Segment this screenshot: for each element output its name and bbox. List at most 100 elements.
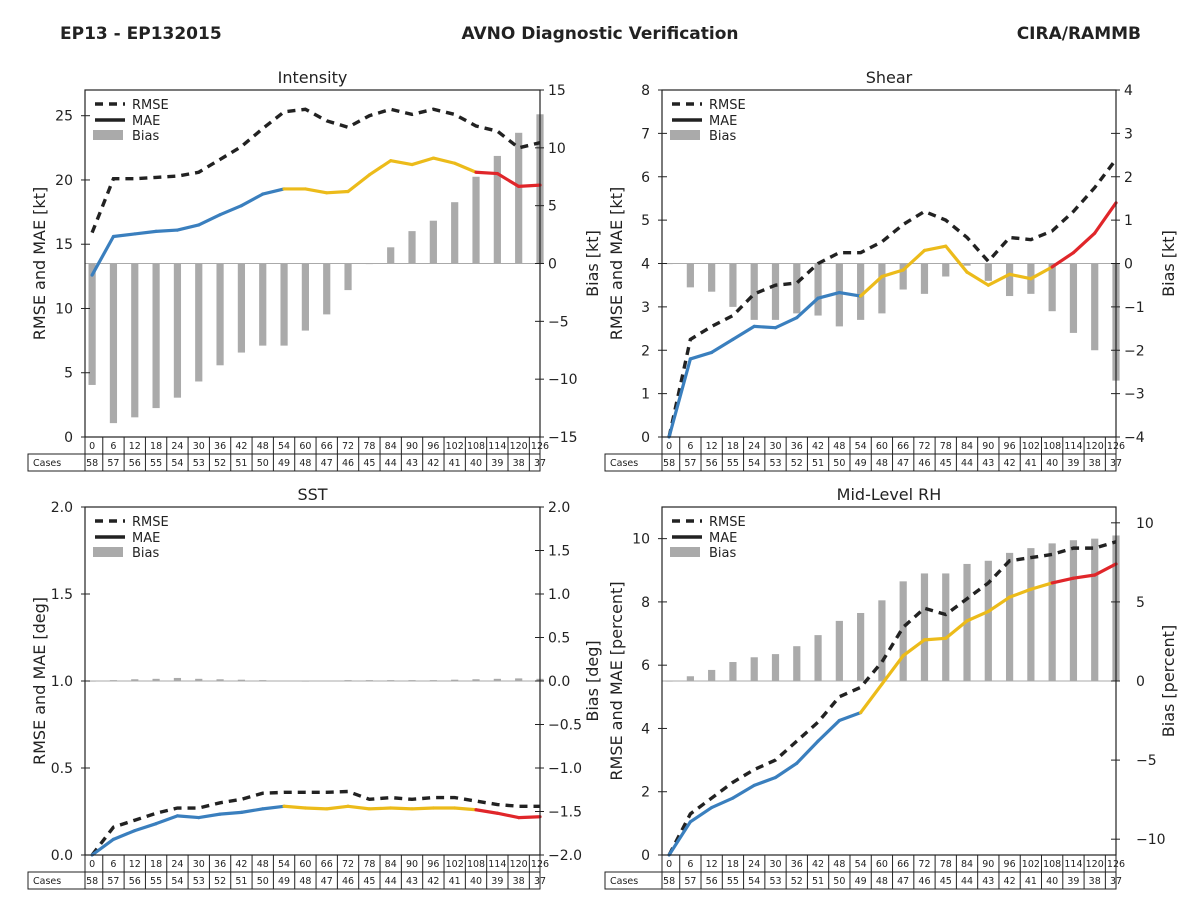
forecast-hour-label: 6 xyxy=(687,859,693,870)
bias-bar xyxy=(963,263,971,266)
y-tick-label: 4 xyxy=(641,721,650,737)
case-count: 41 xyxy=(449,876,461,887)
forecast-hour-label: 90 xyxy=(982,859,994,870)
mae-segment xyxy=(474,808,499,815)
bias-bar xyxy=(750,263,758,320)
bias-bar xyxy=(216,679,224,681)
forecast-hour-label: 66 xyxy=(897,441,909,452)
forecast-hour-label: 108 xyxy=(1043,441,1061,452)
mae-segment xyxy=(133,229,158,236)
mae-segment xyxy=(517,815,542,820)
bias-bar xyxy=(131,263,139,418)
forecast-hour-label: 72 xyxy=(342,441,354,452)
case-count: 42 xyxy=(1004,458,1016,469)
mae-segment xyxy=(816,290,841,300)
bias-bar xyxy=(195,263,203,382)
forecast-hour-label: 0 xyxy=(89,441,95,452)
forecast-hour-label: 120 xyxy=(1086,441,1104,452)
case-count: 57 xyxy=(107,458,119,469)
bias-bar xyxy=(1048,543,1056,681)
mae-segment xyxy=(710,796,735,810)
case-count: 41 xyxy=(1025,458,1037,469)
bias-bar xyxy=(1069,263,1078,333)
y-tick-label: 8 xyxy=(641,83,650,99)
bias-bar xyxy=(1091,263,1099,351)
y-tick-label: 0 xyxy=(641,430,650,446)
case-count: 49 xyxy=(278,458,290,469)
mae-segment xyxy=(986,595,1012,614)
forecast-hour-label: 72 xyxy=(342,859,354,870)
case-count: 51 xyxy=(235,876,247,887)
case-count: 51 xyxy=(235,458,247,469)
chart-title: Intensity xyxy=(278,68,348,87)
case-count: 41 xyxy=(1025,876,1037,887)
mae-segment xyxy=(1050,251,1076,269)
y-tick-label: 7 xyxy=(641,126,650,142)
y-tick-label: 20 xyxy=(55,173,73,189)
forecast-hour-label: 18 xyxy=(727,859,739,870)
bias-bar xyxy=(109,680,118,681)
case-count: 54 xyxy=(748,876,760,887)
forecast-hour-label: 42 xyxy=(812,859,824,870)
case-count: 38 xyxy=(1089,458,1101,469)
forecast-hour-label: 48 xyxy=(833,859,845,870)
case-count: 39 xyxy=(491,876,503,887)
y2-tick-label: −4 xyxy=(1124,430,1145,446)
forecast-hour-label: 78 xyxy=(363,441,375,452)
bias-bar xyxy=(344,680,352,681)
mae-segment xyxy=(261,804,286,811)
mae-segment xyxy=(261,187,286,196)
y2-tick-label: 10 xyxy=(548,141,566,157)
case-count: 46 xyxy=(918,876,930,887)
y-tick-label: 5 xyxy=(64,366,73,382)
case-count: 38 xyxy=(513,876,525,887)
bias-bar xyxy=(237,263,246,353)
y2-tick-label: −3 xyxy=(1124,387,1145,403)
case-count: 50 xyxy=(833,876,845,887)
bias-bar xyxy=(835,620,843,681)
bias-bar xyxy=(1005,552,1014,681)
mae-segment xyxy=(239,192,265,208)
bias-bar xyxy=(216,263,224,366)
case-count: 49 xyxy=(278,876,290,887)
case-count: 44 xyxy=(961,876,973,887)
bias-bar xyxy=(451,202,459,264)
y2-tick-label: 1 xyxy=(1124,213,1133,229)
bias-bar xyxy=(814,263,822,316)
case-count: 46 xyxy=(342,458,354,469)
case-count: 55 xyxy=(150,876,162,887)
case-count: 55 xyxy=(727,876,739,887)
forecast-hour-label: 36 xyxy=(791,441,803,452)
bias-bar xyxy=(729,662,737,681)
cases-label: Cases xyxy=(33,458,61,469)
forecast-hour-label: 12 xyxy=(706,859,718,870)
mae-segment xyxy=(389,806,414,811)
mae-segment xyxy=(795,296,820,320)
y2-tick-label: 3 xyxy=(1124,126,1133,142)
mae-segment xyxy=(218,810,244,816)
y2-axis-label: Bias [kt] xyxy=(583,230,602,297)
case-count: 54 xyxy=(748,458,760,469)
bias-bar xyxy=(942,573,950,681)
forecast-hour-label: 78 xyxy=(940,859,952,870)
case-count: 38 xyxy=(1089,876,1101,887)
y2-tick-label: −5 xyxy=(548,314,569,330)
bias-bar xyxy=(686,676,694,681)
y-tick-label: 0.5 xyxy=(51,761,73,777)
bias-bar xyxy=(173,677,182,681)
forecast-hour-label: 126 xyxy=(531,859,549,870)
forecast-hour-label: 66 xyxy=(321,859,333,870)
bias-bar xyxy=(152,678,160,681)
case-count: 47 xyxy=(897,876,909,887)
mae-segment xyxy=(859,274,884,298)
forecast-hour-label: 24 xyxy=(171,441,183,452)
forecast-hour-label: 84 xyxy=(961,441,973,452)
y-tick-label: 25 xyxy=(55,109,73,125)
bias-bar xyxy=(88,681,96,682)
case-count: 43 xyxy=(982,876,994,887)
y-tick-label: 5 xyxy=(641,213,650,229)
forecast-hour-label: 90 xyxy=(406,441,418,452)
bias-bar xyxy=(387,247,395,264)
legend-rmse-label: RMSE xyxy=(132,515,169,530)
bias-bar xyxy=(857,263,865,320)
